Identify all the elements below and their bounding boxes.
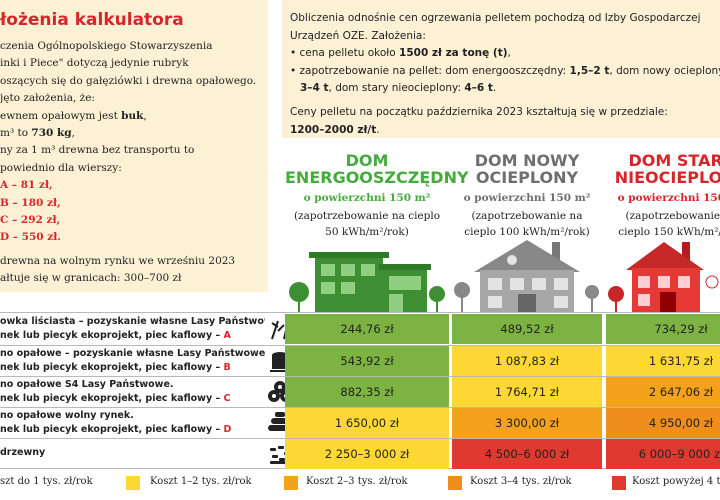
cost-cell: 4 500–6 000 zł <box>452 439 602 469</box>
pellet-price-line: Ceny pelletu na początku października 20… <box>290 105 668 118</box>
column-need: (zapotrzebowanie na <box>471 210 583 222</box>
cost-cell: 489,52 zł <box>452 314 602 344</box>
pellet-price-range: 1200–2000 zł/t. <box>290 123 380 136</box>
assumption-line: inki i Piece" dotyczą jedynie rubryk <box>0 57 189 70</box>
row-label-c: no opałowe S4 Lasy Państwowe. nek lub pi… <box>0 379 231 404</box>
green-house-icon <box>289 252 445 312</box>
column-need: (zapotrzebowanie na <box>625 210 720 222</box>
assumption-line: ny za 1 m³ drewna bez transportu to <box>0 144 195 157</box>
pellet-info-text: Obliczenia odnośnie cen ogrzewania pelle… <box>290 10 720 139</box>
pellet-bullet-cont: 3–4 t, dom stary nieocieplony: 4–6 t. <box>300 82 497 95</box>
assumption-line: ewnem opałowym jest buk, <box>0 109 147 122</box>
row-label-d: no opałowe wolny rynek. nek lub piecyk e… <box>0 410 232 435</box>
price-b: B – 180 zł, <box>0 196 61 209</box>
column-area: o powierzchni 150 m² <box>303 192 431 204</box>
price-a: A – 81 zł, <box>0 179 53 192</box>
column-need: 50 kWh/m²/rok) <box>325 226 409 238</box>
pellet-bullet: • cena pelletu około 1500 zł za tonę (t)… <box>290 47 511 60</box>
table-divider <box>0 376 720 377</box>
column-title: OCIEPLONY <box>475 168 579 187</box>
column-title: DOM NOWY <box>474 151 580 170</box>
legend-swatch-yellow <box>126 476 140 490</box>
assumption-line: m³ to 730 kg, <box>0 127 75 140</box>
legend-swatch-light-orange <box>284 476 298 490</box>
legend-label-red: Koszt powyżej 4 tys. zł <box>632 476 720 487</box>
legend-swatch-orange <box>448 476 462 490</box>
assumption-line: jęto założenia, że: <box>0 92 95 105</box>
column-need: cieplo 150 kWh/m²/rok) <box>618 226 720 238</box>
branches-icon <box>271 320 293 340</box>
column-header-old-uninsulated: DOM STARY NIEOCIEPLONY o powierzchni 150… <box>606 152 720 240</box>
market-price-line: ałtuje się w granicach: 300–700 zł <box>0 272 182 285</box>
table-divider <box>0 345 720 346</box>
legend-swatch-red <box>612 476 626 490</box>
price-d: D – 550 zł. <box>0 231 61 244</box>
column-area: o powierzchni 150 m² <box>617 192 720 204</box>
legend-label-orange: Koszt 3–4 tys. zł/rok <box>470 476 572 487</box>
pellet-info-line: Urządzeń OZE. Założenia: <box>290 29 426 42</box>
cost-cell: 734,29 zł <box>606 314 720 344</box>
table-divider <box>0 438 720 439</box>
cost-cell: 244,76 zł <box>285 314 449 344</box>
assumption-line: powiednio dla wierszy: <box>0 161 122 174</box>
row-label-a: owka liściasta – pozyskanie własne Lasy … <box>0 316 265 341</box>
pellet-info-line: Obliczenia odnośnie cen ogrzewania pelle… <box>290 12 701 24</box>
row-label-b: no opałowe – pozyskanie własne Lasy Pańs… <box>0 348 265 373</box>
row-label-pellet: drzewny <box>0 447 46 458</box>
pellet-bullet: • zapotrzebowanie na pellet: dom energoo… <box>290 64 720 77</box>
column-need: (zapotrzebowanie na cieplo <box>293 210 441 222</box>
cost-cell: 3 300,00 zł <box>452 408 602 438</box>
assumption-line: czenia Ogólnopolskiego Stowarzyszenia <box>0 40 213 52</box>
column-title: NIEOCIEPLONY <box>614 168 720 187</box>
column-need: cieplo 100 kWh/m²/rok) <box>464 226 590 238</box>
column-area: o powierzchni 150 m² <box>463 192 591 204</box>
red-house-icon <box>608 242 719 312</box>
cost-cell: 1 764,71 zł <box>452 377 602 407</box>
assumption-line: oszących się do gałęziówki i drewna opał… <box>0 74 257 87</box>
cost-cell: 1 650,00 zł <box>285 408 449 438</box>
market-price-line: drewna na wolnym rynku we wrześniu 2023 <box>0 254 236 267</box>
grey-house-icon <box>454 240 599 312</box>
cost-cell: 2 647,06 zł <box>606 377 720 407</box>
cost-cell: 1 631,75 zł <box>606 346 720 376</box>
price-c: C – 292 zł, <box>0 214 61 227</box>
legend-label-yellow: Koszt 1–2 tys. zł/rok <box>150 476 252 487</box>
cost-cell: 4 950,00 zł <box>606 408 720 438</box>
cost-cell: 6 000–9 000 zł <box>606 439 720 469</box>
column-title: DOM <box>345 151 389 170</box>
cost-cell: 1 087,83 zł <box>452 346 602 376</box>
cost-cell: 543,92 zł <box>285 346 449 376</box>
column-header-new-insulated: DOM NOWY OCIEPLONY o powierzchni 150 m² … <box>452 152 602 240</box>
column-header-energy-efficient: DOM ENERGOOSZCZĘDNY o powierzchni 150 m²… <box>285 151 469 240</box>
legend-label-green: szt do 1 tys. zł/rok <box>0 476 93 487</box>
assumptions-panel <box>0 0 268 292</box>
cost-cell: 2 250–3 000 zł <box>285 439 449 469</box>
column-title: DOM STARY <box>628 151 720 170</box>
cost-cell: 882,35 zł <box>285 377 449 407</box>
table-divider <box>0 407 720 408</box>
pellet-info-panel <box>282 0 720 138</box>
assumptions-text: czenia Ogólnopolskiego Stowarzyszenia in… <box>0 38 266 288</box>
calculator-title: łożenia kalkulatora <box>0 10 184 30</box>
column-title: ENERGOOSZCZĘDNY <box>285 168 469 187</box>
table-divider <box>0 312 720 313</box>
legend-label-light-orange: Koszt 2–3 tys. zł/rok <box>306 476 408 487</box>
